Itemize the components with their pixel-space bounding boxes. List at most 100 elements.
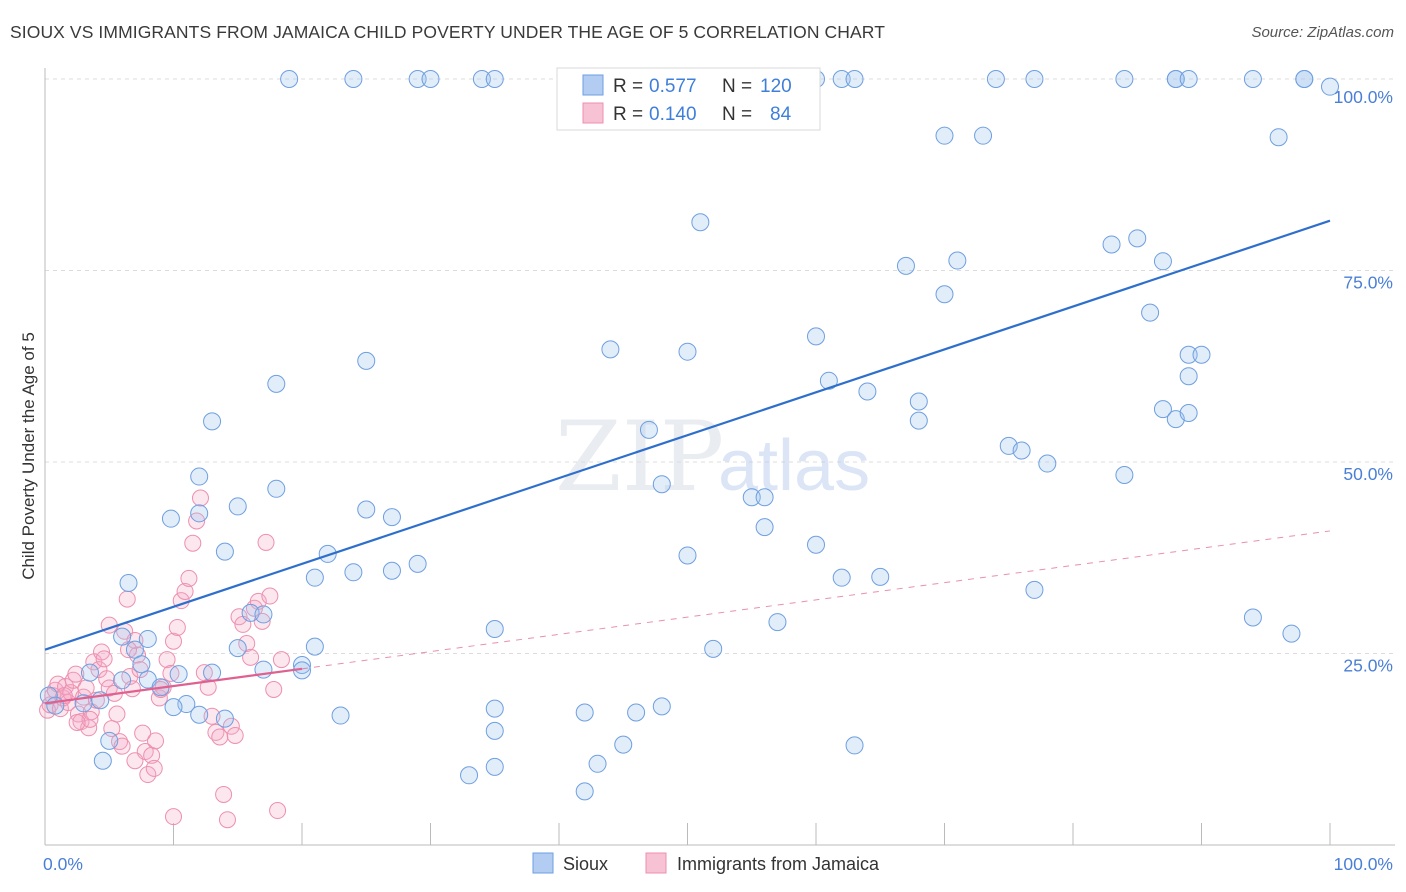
- legend-n-label-jamaica: N =: [722, 104, 752, 125]
- jamaica-point: [230, 608, 248, 626]
- jamaica-point: [222, 717, 240, 735]
- sioux-point: [1025, 70, 1044, 88]
- sioux-trend-line: [44, 219, 1331, 651]
- jamaica-points: [39, 489, 290, 829]
- sioux-point: [1321, 77, 1339, 96]
- sioux-point: [215, 709, 234, 728]
- sioux-point: [575, 782, 594, 801]
- sioux-point: [485, 70, 504, 88]
- jamaica-point: [176, 582, 194, 600]
- sioux-point: [46, 696, 65, 715]
- y-tick-labels: 25.0% 50.0% 75.0% 100.0%: [1334, 87, 1393, 676]
- jamaica-point: [93, 643, 111, 661]
- sioux-point: [485, 721, 504, 740]
- sioux-point: [896, 256, 915, 275]
- legend-n-value-jamaica: 84: [770, 104, 792, 125]
- sioux-point: [1269, 128, 1288, 147]
- sioux-point: [408, 554, 427, 573]
- sioux-point: [909, 411, 928, 430]
- sioux-point: [755, 488, 774, 507]
- sioux-point: [691, 213, 710, 232]
- sioux-point: [1038, 454, 1057, 473]
- series-legend-swatch-sioux: [532, 852, 554, 874]
- jamaica-point: [191, 489, 209, 507]
- sioux-point: [845, 736, 864, 755]
- sioux-point: [190, 504, 209, 523]
- jamaica-point: [180, 569, 198, 587]
- sioux-point: [755, 518, 774, 537]
- sioux-point: [113, 627, 132, 646]
- sioux-point: [408, 70, 427, 88]
- sioux-point: [871, 567, 890, 586]
- sioux-point: [485, 699, 504, 718]
- jamaica-point: [126, 752, 144, 770]
- sioux-point: [588, 754, 607, 773]
- y-tick-label: 75.0%: [1343, 273, 1393, 293]
- sioux-point: [1166, 70, 1185, 88]
- jamaica-point: [158, 651, 176, 669]
- watermark: ZIP atlas: [555, 401, 870, 513]
- jamaica-point: [199, 678, 217, 696]
- grid-lines: [45, 78, 1395, 654]
- sioux-point: [627, 703, 646, 722]
- sioux-point: [832, 70, 851, 88]
- sioux-point: [1179, 345, 1198, 364]
- sioux-point: [1128, 229, 1147, 248]
- sioux-point: [652, 697, 671, 716]
- series-legend-label-sioux: Sioux: [563, 854, 608, 874]
- sioux-point: [382, 508, 401, 527]
- sioux-point: [203, 663, 222, 682]
- sioux-point: [80, 663, 99, 682]
- sioux-point: [169, 665, 188, 684]
- sioux-point: [228, 497, 247, 516]
- jamaica-trend-line: [44, 667, 303, 705]
- jamaica-trend-line-extension: [301, 530, 1331, 670]
- sioux-point: [1102, 235, 1121, 254]
- jamaica-point: [226, 726, 244, 744]
- jamaica-point: [95, 650, 113, 668]
- legend-r-value-sioux: 0.577: [649, 76, 697, 97]
- sioux-point: [357, 351, 376, 370]
- sioux-point: [267, 374, 286, 393]
- sioux-point: [254, 605, 273, 624]
- sioux-point: [113, 671, 132, 690]
- sioux-point: [974, 126, 993, 145]
- jamaica-point: [265, 681, 283, 699]
- sioux-point: [1243, 70, 1262, 88]
- jamaica-point: [68, 713, 86, 731]
- y-tick-label: 25.0%: [1343, 656, 1393, 676]
- jamaica-point: [203, 707, 221, 725]
- x-tick-label: 0.0%: [43, 854, 83, 874]
- sioux-point: [344, 563, 363, 582]
- sioux-point: [39, 686, 58, 705]
- jamaica-point: [129, 646, 147, 664]
- sioux-point: [678, 342, 697, 361]
- y-tick-label: 100.0%: [1334, 87, 1393, 107]
- sioux-point: [1179, 70, 1198, 88]
- jamaica-point: [147, 732, 165, 750]
- x-tick-labels: 0.0% 100.0%: [43, 854, 1393, 874]
- jamaica-point: [108, 705, 126, 723]
- series-legend-swatch-jamaica: [645, 852, 667, 874]
- sioux-point: [1115, 466, 1134, 485]
- sioux-point: [331, 706, 350, 725]
- sioux-point: [305, 637, 324, 656]
- sioux-point: [807, 535, 825, 554]
- jamaica-point: [257, 533, 275, 551]
- sioux-point: [241, 603, 260, 622]
- legend-swatch-jamaica: [582, 102, 604, 124]
- sioux-point: [845, 70, 864, 88]
- sioux-point: [935, 285, 954, 304]
- sioux-point: [742, 488, 761, 507]
- sioux-point: [472, 70, 491, 88]
- sioux-point: [1243, 608, 1262, 627]
- jamaica-point: [139, 766, 157, 784]
- jamaica-point: [134, 724, 152, 742]
- series-legend: Sioux Immigrants from Jamaica: [532, 852, 880, 874]
- sioux-point: [485, 757, 504, 776]
- jamaica-point: [162, 664, 180, 682]
- sioux-point: [421, 70, 440, 88]
- sioux-point: [768, 613, 787, 632]
- sioux-point: [267, 479, 286, 498]
- sioux-point: [190, 467, 209, 486]
